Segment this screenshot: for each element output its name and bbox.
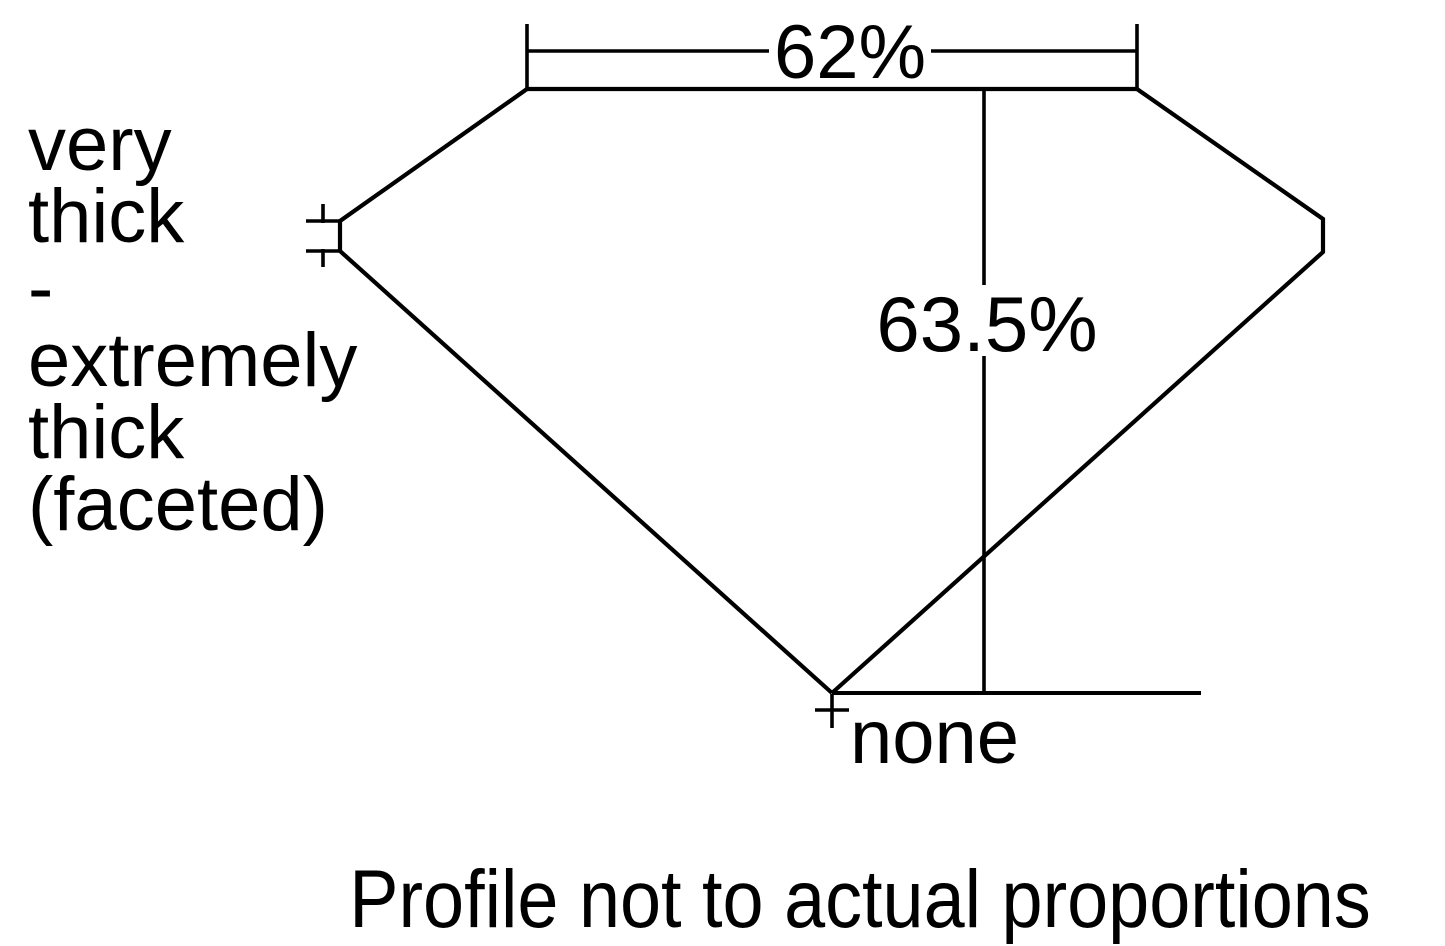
caption: Profile not to actual proportions [349, 854, 1371, 945]
left-profile-outline [337, 87, 834, 695]
culet-label: none [850, 695, 1020, 780]
table-size-label: 62% [773, 10, 927, 95]
right-profile-outline [830, 87, 1326, 695]
girdle-thickness-label: very thick - extremely thick (faceted) [28, 102, 358, 547]
total-depth-label: 63.5% [876, 280, 1098, 368]
